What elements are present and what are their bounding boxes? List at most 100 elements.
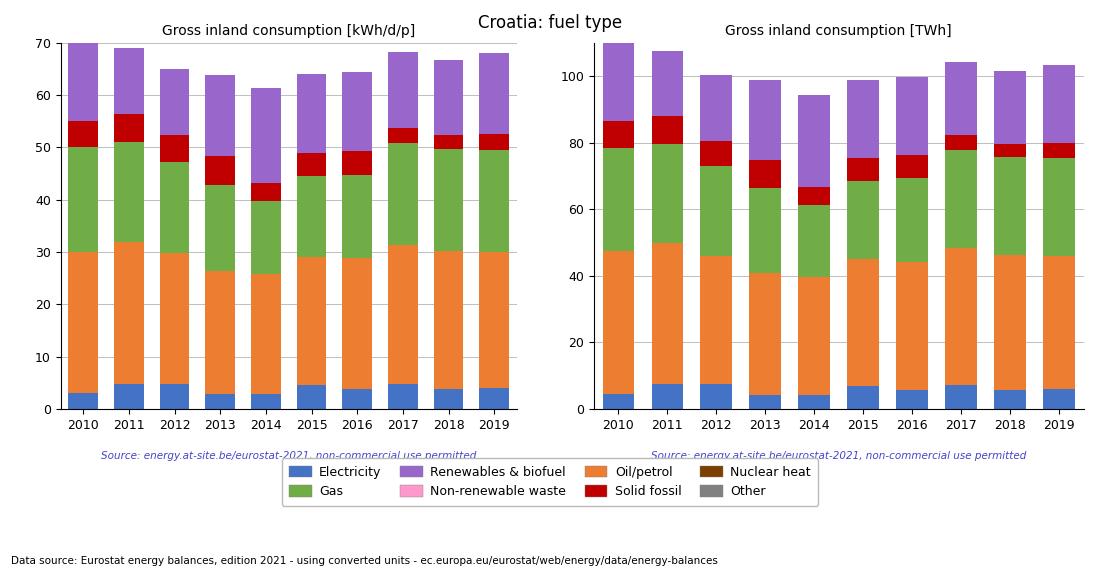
Bar [945,385,977,409]
Bar [651,144,683,243]
Bar [433,389,463,409]
Bar [68,252,98,394]
Bar [945,135,977,150]
Legend: Electricity, Gas, Renewables & biofuel, Non-renewable waste, Oil/petrol, Solid f: Electricity, Gas, Renewables & biofuel, … [282,458,818,506]
Bar [896,178,928,261]
Bar [799,395,830,409]
Bar [603,394,635,409]
Bar [1043,65,1075,143]
Bar [297,386,327,409]
Bar [799,276,830,395]
Bar [603,251,635,394]
Bar [388,52,418,128]
Bar [1043,389,1075,409]
Bar [206,185,235,272]
Bar [68,148,98,252]
Bar [603,43,635,121]
Bar [342,259,372,389]
Bar [251,394,280,409]
Text: Source: energy.at-site.be/eurostat-2021, non-commercial use permitted: Source: energy.at-site.be/eurostat-2021,… [651,451,1026,461]
Bar [847,80,879,158]
Bar [896,77,928,155]
Bar [1043,256,1075,389]
Bar [388,144,418,245]
Bar [701,166,733,256]
Bar [799,186,830,205]
Bar [114,113,144,142]
Bar [701,141,733,166]
Bar [160,69,189,136]
Bar [206,76,235,156]
Bar [342,389,372,409]
Bar [749,80,781,160]
Bar [896,390,928,409]
Bar [342,151,372,174]
Bar [994,157,1026,255]
Bar [701,384,733,409]
Bar [433,59,463,136]
Bar [994,71,1026,144]
Bar [68,121,98,148]
Bar [433,149,463,251]
Text: Data source: Eurostat energy balances, edition 2021 - using converted units - ec: Data source: Eurostat energy balances, e… [11,557,718,566]
Bar [480,388,509,409]
Bar [651,384,683,409]
Bar [603,121,635,148]
Bar [701,256,733,384]
Bar [388,128,418,144]
Bar [160,253,189,384]
Bar [297,74,327,153]
Bar [251,201,280,274]
Bar [433,251,463,389]
Bar [160,384,189,409]
Bar [1043,158,1075,256]
Bar [799,205,830,276]
Bar [160,162,189,253]
Bar [651,116,683,144]
Bar [68,43,98,121]
Bar [114,142,144,241]
Title: Gross inland consumption [TWh]: Gross inland consumption [TWh] [725,23,953,38]
Bar [388,384,418,409]
Bar [603,148,635,251]
Bar [945,150,977,248]
Bar [896,155,928,178]
Bar [847,386,879,409]
Bar [297,153,327,176]
Bar [701,74,733,141]
Bar [651,51,683,116]
Text: Source: energy.at-site.be/eurostat-2021, non-commercial use permitted: Source: energy.at-site.be/eurostat-2021,… [101,451,476,461]
Bar [251,89,280,182]
Bar [206,272,235,394]
Bar [896,261,928,390]
Bar [342,72,372,151]
Text: Croatia: fuel type: Croatia: fuel type [477,14,623,32]
Bar [994,390,1026,409]
Bar [847,181,879,259]
Bar [114,48,144,113]
Bar [160,136,189,162]
Bar [651,243,683,384]
Bar [251,182,280,201]
Bar [994,144,1026,157]
Bar [297,257,327,386]
Bar [251,274,280,394]
Bar [388,245,418,384]
Bar [945,62,977,135]
Bar [480,134,509,150]
Bar [749,273,781,395]
Bar [847,259,879,386]
Bar [1043,143,1075,158]
Bar [206,394,235,409]
Bar [68,394,98,409]
Bar [342,174,372,259]
Bar [114,241,144,384]
Bar [114,384,144,409]
Bar [480,252,509,388]
Bar [480,150,509,252]
Bar [480,53,509,134]
Title: Gross inland consumption [kWh/d/p]: Gross inland consumption [kWh/d/p] [162,23,416,38]
Bar [297,176,327,257]
Bar [799,95,830,186]
Bar [433,136,463,149]
